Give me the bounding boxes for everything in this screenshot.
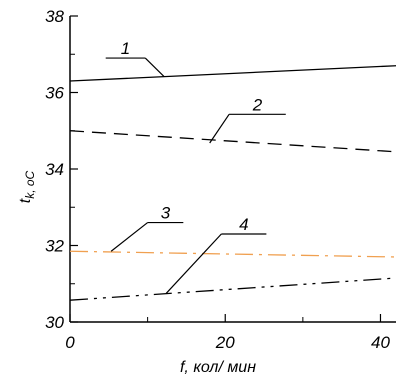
curve-label-leader [110, 222, 148, 252]
curve-label-leader [209, 113, 230, 144]
y-axis-label-main: t [17, 198, 34, 203]
series-line-2 [69, 130, 396, 153]
axes [69, 15, 396, 323]
x-tick-label: 20 [215, 333, 235, 352]
y-tick-label: 30 [45, 313, 64, 332]
series-layer [69, 65, 396, 301]
curve-label-leader [144, 57, 165, 77]
y-tick-label: 36 [45, 84, 64, 103]
y-tick-label: 34 [45, 160, 64, 179]
annotation-layer: 1 2 3 4 [105, 39, 286, 294]
curve-label-3: 3 [161, 204, 171, 223]
series-line-4 [69, 277, 396, 301]
y-tick-label: 38 [45, 7, 64, 26]
series-line-3 [69, 250, 396, 258]
x-tick-label: 40 [371, 333, 390, 352]
y-axis-label: tk, оС [17, 170, 37, 203]
series-line-1 [69, 65, 396, 82]
x-axis-label: f, кол/ мин [180, 359, 256, 376]
y-axis-label-subscript: k, оС [23, 170, 37, 198]
curve-label-4: 4 [239, 215, 248, 234]
curve-label-leader [165, 233, 222, 294]
y-tick-label: 32 [45, 237, 64, 256]
curve-label-2: 2 [252, 95, 263, 114]
x-tick-label: 0 [65, 333, 75, 352]
curve-label-1: 1 [121, 39, 130, 58]
